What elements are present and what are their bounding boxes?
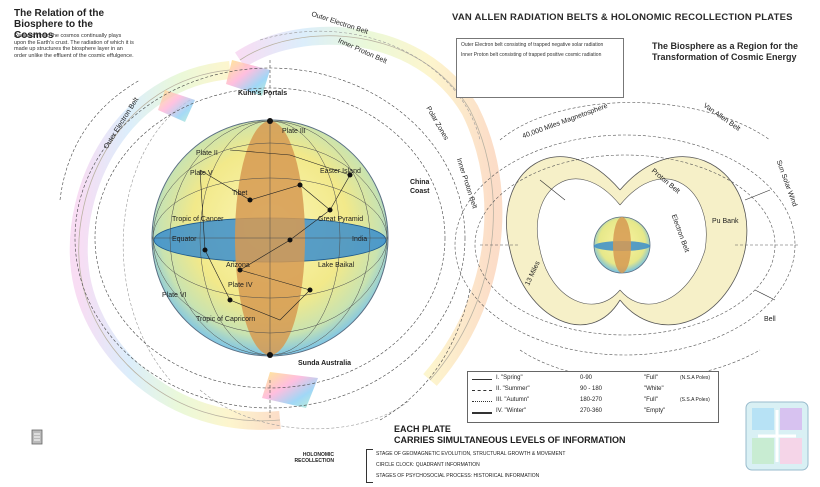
- right-title: The Biosphere as a Region for the Transf…: [652, 41, 799, 62]
- carries-heading: CARRIES SIMULTANEOUS LEVELS OF INFORMATI…: [394, 435, 626, 445]
- legend-degrees: 0-90: [580, 375, 593, 381]
- legend-quadrant: "Full": [644, 397, 658, 403]
- main-title: VAN ALLEN RADIATION BELTS & HOLONOMIC RE…: [452, 12, 793, 23]
- legend-row: II. "Summer" 90 - 180 "White": [472, 385, 714, 396]
- label-plate-ii: Plate II: [196, 150, 218, 157]
- legend-quadrant: "White": [644, 386, 664, 392]
- legend-row: I. "Spring" 0-90 "Full" (N.S.A Poles): [472, 374, 714, 385]
- magnetosphere: [454, 102, 800, 381]
- label-tibet: Tibet: [232, 190, 248, 197]
- globe: [151, 118, 389, 358]
- legend-degrees: 270-360: [580, 408, 603, 414]
- label-china-coast: China Coast: [410, 179, 430, 195]
- legend-degrees: 180-270: [580, 397, 603, 403]
- stage-bracket: [366, 449, 373, 483]
- stage-line: STAGES OF PSYCHOSOCIAL PROCESS: HISTORIC…: [376, 473, 540, 479]
- holonomic-label: HOLONOMIC RECOLLECTION: [294, 452, 334, 464]
- label-equator: Equator: [172, 236, 197, 243]
- left-title: The Relation of the Biosphere to the Cos…: [14, 8, 104, 41]
- field-lines: [59, 60, 471, 421]
- legend-line: [472, 412, 492, 414]
- note-inner: Inner Proton belt consisting of trapped …: [461, 52, 602, 58]
- quadrant-legend: I. "Spring" 0-90 "Full" (N.S.A Poles) II…: [467, 371, 719, 423]
- stage-line: CIRCLE CLOCK: QUADRANT INFORMATION: [376, 462, 480, 468]
- legend-quadrant: "Full": [644, 375, 658, 381]
- label-plate-v: Plate V: [190, 170, 213, 177]
- legend-row: IV. "Winter" 270-360 "Empty": [472, 407, 714, 418]
- legend-pole: (S.S.A Poles): [680, 397, 710, 403]
- label-india: India: [352, 236, 368, 243]
- note-outer: Outer Electron belt consisting of trappe…: [461, 42, 604, 48]
- legend-row: III. "Autumn" 180-270 "Full" (S.S.A Pole…: [472, 396, 714, 407]
- label-plate-iv: Plate IV: [228, 282, 253, 289]
- label-tropic-capricorn: Tropic of Capricorn: [196, 316, 256, 323]
- left-subtitle: Radiation from the cosmos continually pl…: [14, 33, 134, 59]
- each-plate-heading: EACH PLATE: [394, 424, 451, 434]
- belt-notes-box: Outer Electron belt consisting of trappe…: [456, 38, 624, 98]
- legend-name: II. "Summer": [496, 386, 530, 392]
- legend-name: IV. "Winter": [496, 408, 527, 414]
- label-arizona: Arizona: [226, 262, 250, 269]
- legend-line: [472, 401, 492, 402]
- legend-line: [472, 379, 492, 380]
- document-icon: [31, 429, 43, 445]
- label-great-pyramid: Great Pyramid: [318, 216, 364, 223]
- radiation-flares: [158, 60, 318, 408]
- legend-quadrant: "Empty": [644, 408, 666, 414]
- label-plate-iii: Plate III: [282, 128, 306, 135]
- label-plate-vi: Plate VI: [162, 292, 187, 299]
- label-easter-island: Easter Island: [320, 168, 361, 175]
- legend-name: III. "Autumn": [496, 397, 530, 403]
- label-pu-bank: Pu Bank: [712, 218, 739, 225]
- legend-line: [472, 390, 492, 391]
- label-tropic-cancer: Tropic of Cancer: [172, 216, 224, 223]
- label-sunda-australia: Sunda Australia: [298, 360, 352, 367]
- label-kuhn-portals: Kuhn's Portals: [238, 90, 288, 97]
- label-lake-baikal: Lake Baikal: [318, 262, 355, 269]
- label-bell: Bell: [764, 316, 776, 323]
- corner-logo-icon: [745, 401, 809, 471]
- legend-name: I. "Spring": [496, 375, 523, 381]
- rainbow-belts: [69, 26, 503, 430]
- stage-line: STAGE OF GEOMAGNETIC EVOLUTION, STRUCTUR…: [376, 451, 566, 457]
- legend-pole: (N.S.A Poles): [680, 375, 711, 381]
- legend-degrees: 90 - 180: [580, 386, 603, 392]
